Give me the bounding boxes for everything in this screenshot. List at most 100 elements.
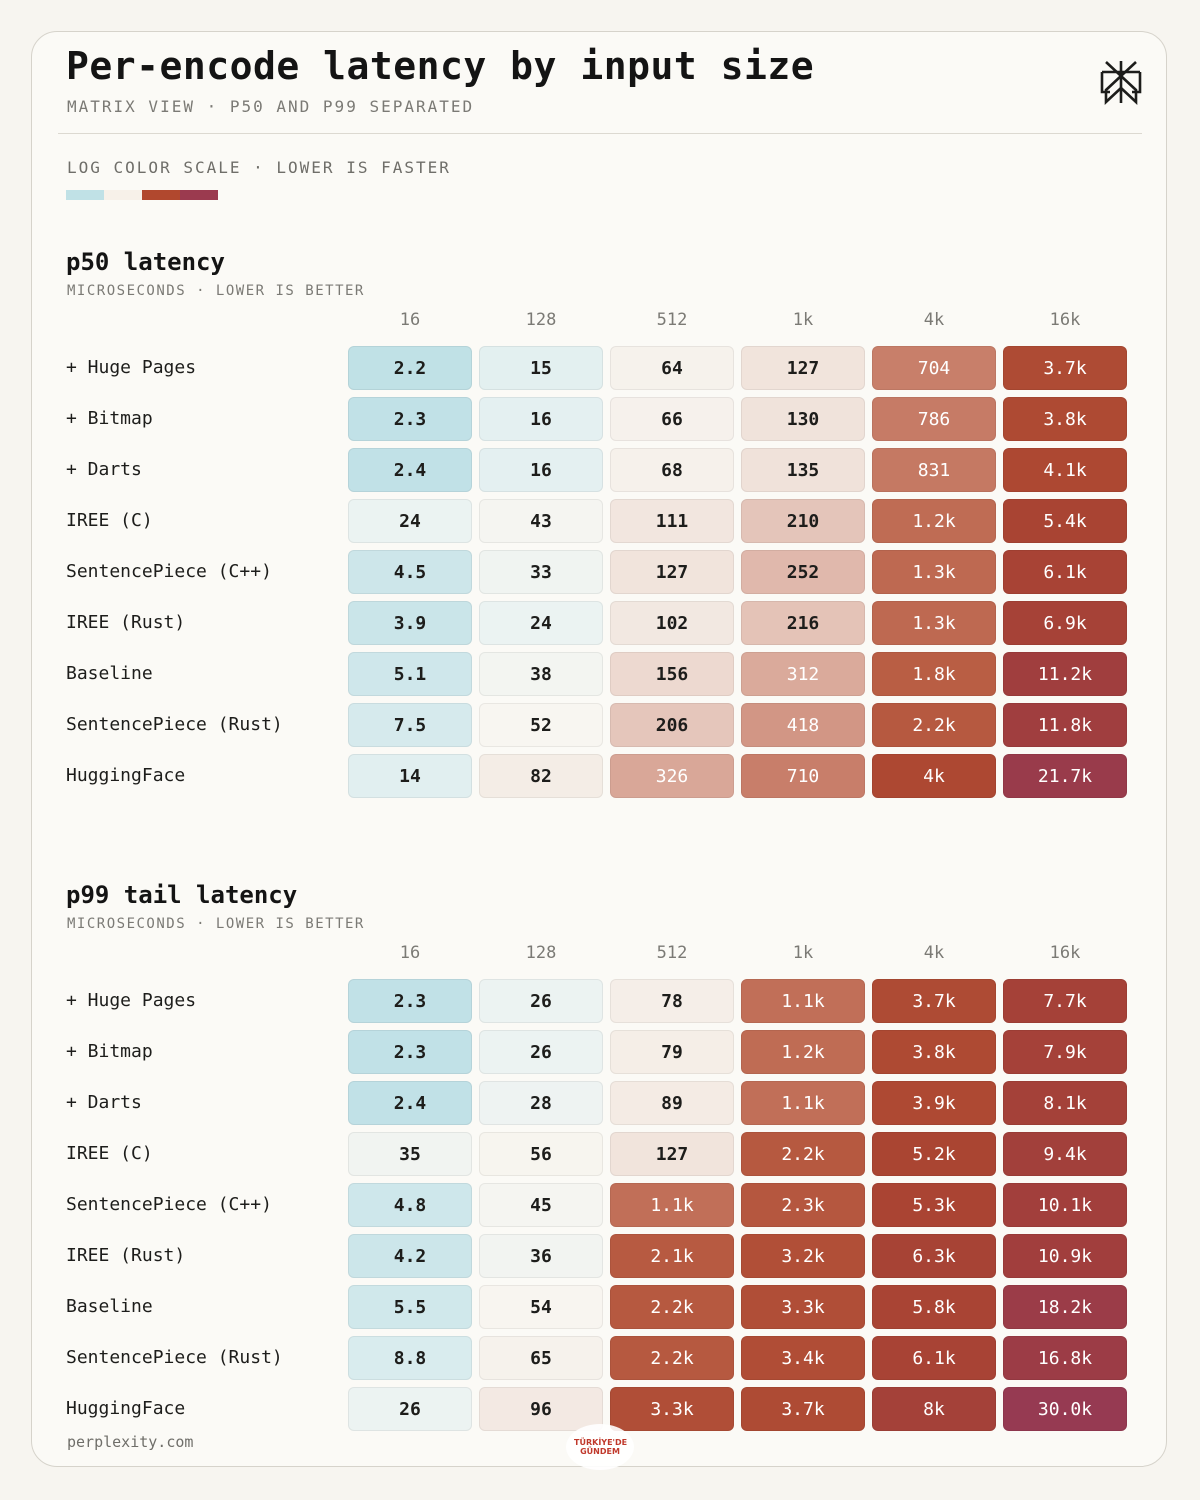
heatmap-cell: 111 [610, 499, 734, 543]
section-title: p99 tail latency [66, 881, 298, 909]
heatmap-cell: 6.9k [1003, 601, 1127, 645]
heatmap-cell: 16 [479, 448, 603, 492]
heatmap-cell: 10.9k [1003, 1234, 1127, 1278]
heatmap-cell: 2.3 [348, 979, 472, 1023]
heatmap-cell: 2.2k [872, 703, 996, 747]
heatmap-cell: 3.2k [741, 1234, 865, 1278]
heatmap-cell: 127 [610, 550, 734, 594]
watermark-text: TÜRKİYE'DE GÜNDEM [574, 1438, 628, 1456]
row-label: HuggingFace [66, 765, 186, 786]
heatmap-cell: 18.2k [1003, 1285, 1127, 1329]
row-label: + Bitmap [66, 1041, 153, 1062]
column-header: 4k [923, 943, 945, 963]
heatmap-cell: 8k [872, 1387, 996, 1431]
row-label: HuggingFace [66, 1398, 186, 1419]
heatmap-cell: 2.3 [348, 397, 472, 441]
legend-swatch [142, 190, 180, 200]
heatmap-cell: 89 [610, 1081, 734, 1125]
heatmap-cell: 6.3k [872, 1234, 996, 1278]
column-header: 512 [656, 310, 688, 330]
heatmap-cell: 68 [610, 448, 734, 492]
heatmap-cell: 28 [479, 1081, 603, 1125]
heatmap-cell: 2.2k [610, 1336, 734, 1380]
heatmap-cell: 3.3k [741, 1285, 865, 1329]
heatmap-cell: 4.1k [1003, 448, 1127, 492]
footer-source: perplexity.com [67, 1433, 194, 1451]
heatmap-cell: 21.7k [1003, 754, 1127, 798]
heatmap-cell: 2.4 [348, 1081, 472, 1125]
row-label: SentencePiece (C++) [66, 561, 272, 582]
heatmap-cell: 78 [610, 979, 734, 1023]
heatmap-cell: 43 [479, 499, 603, 543]
heatmap-cell: 7.7k [1003, 979, 1127, 1023]
heatmap-cell: 5.8k [872, 1285, 996, 1329]
column-header: 16k [1049, 943, 1081, 963]
heatmap-cell: 3.7k [1003, 346, 1127, 390]
heatmap-cell: 3.9k [872, 1081, 996, 1125]
heatmap-cell: 3.4k [741, 1336, 865, 1380]
heatmap-cell: 26 [348, 1387, 472, 1431]
heatmap-cell: 9.4k [1003, 1132, 1127, 1176]
heatmap-cell: 5.2k [872, 1132, 996, 1176]
heatmap-cell: 38 [479, 652, 603, 696]
heatmap-cell: 1.1k [610, 1183, 734, 1227]
row-label: + Huge Pages [66, 990, 197, 1011]
heatmap-cell: 24 [479, 601, 603, 645]
heatmap-cell: 326 [610, 754, 734, 798]
heatmap-cell: 10.1k [1003, 1183, 1127, 1227]
row-label: IREE (C) [66, 1143, 153, 1164]
heatmap-cell: 96 [479, 1387, 603, 1431]
heatmap-cell: 79 [610, 1030, 734, 1074]
heatmap-cell: 156 [610, 652, 734, 696]
heatmap-cell: 3.7k [872, 979, 996, 1023]
row-label: SentencePiece (Rust) [66, 714, 283, 735]
heatmap-cell: 26 [479, 1030, 603, 1074]
row-label: + Bitmap [66, 408, 153, 429]
column-header: 16 [399, 310, 421, 330]
row-label: IREE (C) [66, 510, 153, 531]
heatmap-cell: 4.5 [348, 550, 472, 594]
heatmap-cell: 1.2k [741, 1030, 865, 1074]
heatmap-cell: 1.3k [872, 601, 996, 645]
heatmap-cell: 786 [872, 397, 996, 441]
heatmap-cell: 65 [479, 1336, 603, 1380]
legend-swatch [66, 190, 104, 200]
heatmap-cell: 35 [348, 1132, 472, 1176]
row-label: Baseline [66, 663, 153, 684]
row-label: Baseline [66, 1296, 153, 1317]
heatmap-cell: 206 [610, 703, 734, 747]
page-subtitle: MATRIX VIEW · P50 AND P99 SEPARATED [67, 97, 475, 116]
heatmap-cell: 4k [872, 754, 996, 798]
heatmap-cell: 15 [479, 346, 603, 390]
row-label: IREE (Rust) [66, 1245, 186, 1266]
heatmap-cell: 5.3k [872, 1183, 996, 1227]
heatmap-cell: 3.7k [741, 1387, 865, 1431]
heatmap-cell: 130 [741, 397, 865, 441]
heatmap-cell: 6.1k [872, 1336, 996, 1380]
heatmap-cell: 210 [741, 499, 865, 543]
heatmap-cell: 16 [479, 397, 603, 441]
heatmap-cell: 704 [872, 346, 996, 390]
row-label: SentencePiece (Rust) [66, 1347, 283, 1368]
heatmap-cell: 16.8k [1003, 1336, 1127, 1380]
heatmap-cell: 4.8 [348, 1183, 472, 1227]
heatmap-cell: 2.2 [348, 346, 472, 390]
heatmap-cell: 127 [610, 1132, 734, 1176]
heatmap-cell: 7.5 [348, 703, 472, 747]
perplexity-logo-icon [1100, 61, 1142, 105]
heatmap-cell: 52 [479, 703, 603, 747]
column-header: 4k [923, 310, 945, 330]
row-label: IREE (Rust) [66, 612, 186, 633]
heatmap-cell: 5.5 [348, 1285, 472, 1329]
color-scale-label: LOG COLOR SCALE · LOWER IS FASTER [67, 158, 451, 177]
heatmap-cell: 6.1k [1003, 550, 1127, 594]
heatmap-cell: 11.8k [1003, 703, 1127, 747]
heatmap-cell: 3.3k [610, 1387, 734, 1431]
column-header: 16 [399, 943, 421, 963]
section-subtitle: MICROSECONDS · LOWER IS BETTER [67, 283, 365, 299]
column-header: 1k [792, 310, 814, 330]
chart-card [31, 31, 1167, 1467]
heatmap-cell: 1.2k [872, 499, 996, 543]
column-header: 1k [792, 943, 814, 963]
heatmap-cell: 2.3k [741, 1183, 865, 1227]
